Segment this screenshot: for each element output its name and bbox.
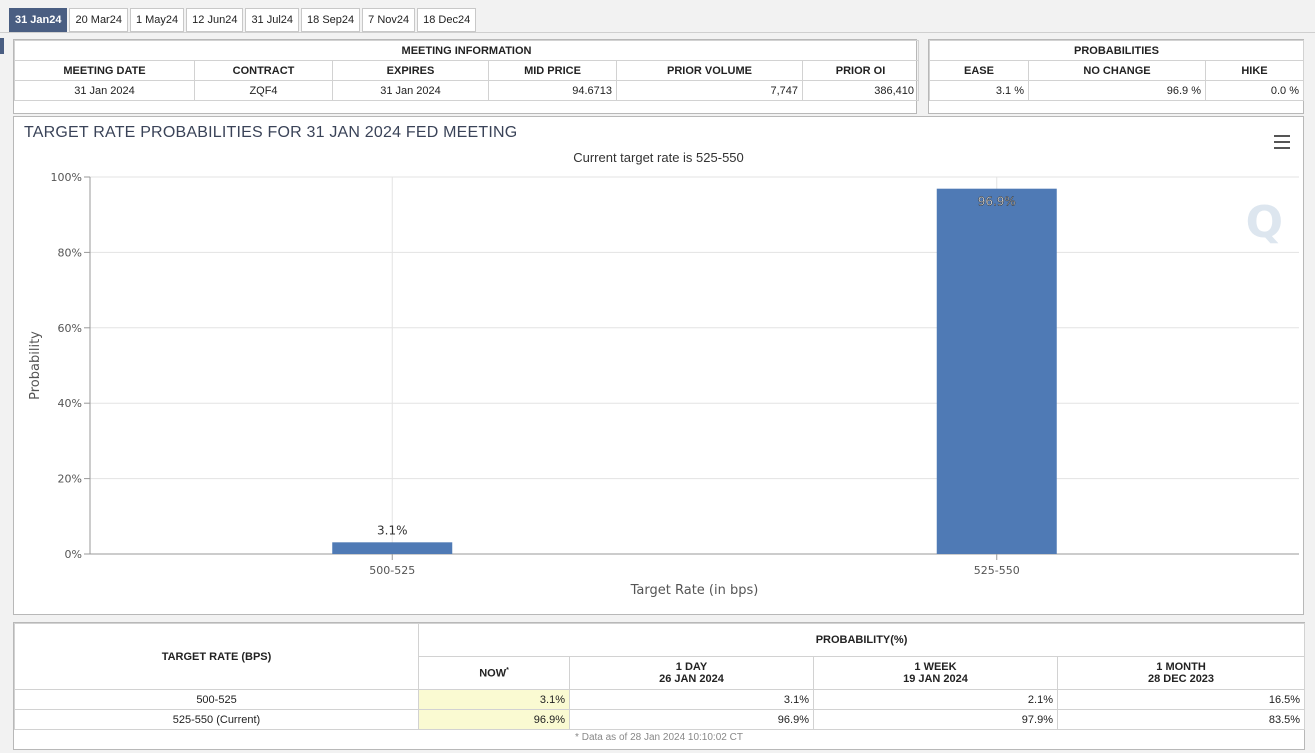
probability-history-panel: TARGET RATE (BPS) PROBABILITY(%) NOW* 1 … bbox=[13, 622, 1306, 750]
x-axis-title: Target Rate (in bps) bbox=[630, 583, 759, 598]
col-expires: EXPIRES bbox=[332, 60, 489, 81]
col-now: NOW* bbox=[418, 656, 570, 690]
tab-31-jul24[interactable]: 31 Jul24 bbox=[245, 8, 300, 32]
col-1-day: 1 DAY 26 JAN 2024 bbox=[569, 656, 814, 690]
bar bbox=[936, 188, 1057, 554]
chart-menu-icon[interactable] bbox=[1274, 135, 1290, 149]
bar bbox=[332, 542, 453, 554]
hike-value: 0.0 % bbox=[1204, 80, 1305, 101]
now-cell: 96.9% bbox=[418, 709, 570, 730]
y-tick-label: 60% bbox=[58, 322, 82, 335]
col-1-week-date: 19 JAN 2024 bbox=[903, 673, 968, 685]
col-1-month-date: 28 DEC 2023 bbox=[1148, 673, 1215, 685]
col-1-month: 1 MONTH 28 DEC 2023 bbox=[1056, 656, 1306, 690]
data-timestamp-footnote: * Data as of 28 Jan 2024 10:10:02 CT bbox=[575, 732, 743, 743]
one-month-cell: 83.5% bbox=[1056, 709, 1306, 730]
tab-20-mar24[interactable]: 20 Mar24 bbox=[69, 8, 128, 32]
probability-history-table: TARGET RATE (BPS) PROBABILITY(%) NOW* 1 … bbox=[14, 623, 1306, 730]
col-1-week-label: 1 WEEK bbox=[914, 661, 957, 673]
col-1-day-label: 1 DAY bbox=[675, 661, 708, 673]
meeting-information-title: MEETING INFORMATION bbox=[13, 40, 920, 61]
one-month-cell: 16.5% bbox=[1056, 689, 1306, 710]
tab-7-nov24[interactable]: 7 Nov24 bbox=[362, 8, 416, 32]
one-week-cell: 97.9% bbox=[813, 709, 1058, 730]
y-tick-label: 20% bbox=[58, 473, 82, 486]
chart-panel: 0% 20% 40% 60% 80% 100% 3.1% 500-525 96.9% 525-55… bbox=[13, 116, 1304, 615]
chart-subtitle: Current target rate is 525-550 bbox=[573, 150, 744, 165]
prior-oi-value: 386,410 bbox=[801, 80, 920, 101]
y-tick-label: 0% bbox=[65, 548, 82, 561]
table-row: 500-525 3.1% 3.1% 2.1% 16.5% bbox=[14, 689, 1306, 710]
watermark-logo: Q bbox=[1245, 197, 1283, 248]
probabilities-title: PROBABILITIES bbox=[928, 40, 1305, 61]
now-label: NOW bbox=[479, 667, 507, 680]
col-ease: EASE bbox=[929, 60, 1029, 81]
one-week-cell: 2.1% bbox=[813, 689, 1058, 710]
meeting-information-table: MEETING INFORMATION MEETING DATE CONTRAC… bbox=[13, 40, 920, 101]
meeting-information-panel: MEETING INFORMATION MEETING DATE CONTRAC… bbox=[13, 39, 920, 114]
col-prior-oi: PRIOR OI bbox=[801, 60, 920, 81]
data-label: 96.9% bbox=[978, 195, 1016, 209]
tab-18-dec24[interactable]: 18 Dec24 bbox=[417, 8, 477, 32]
x-tick-label: 500-525 bbox=[369, 564, 415, 577]
tab-1-may24[interactable]: 1 May24 bbox=[129, 8, 185, 32]
col-1-week: 1 WEEK 19 JAN 2024 bbox=[813, 656, 1058, 690]
col-prior-volume: PRIOR VOLUME bbox=[616, 60, 803, 81]
table-row: 525-550 (Current) 96.9% 96.9% 97.9% 83.5… bbox=[14, 709, 1306, 730]
now-marker: * bbox=[506, 666, 509, 674]
col-mid-price: MID PRICE bbox=[488, 60, 617, 81]
col-1-day-date: 26 JAN 2024 bbox=[659, 673, 724, 685]
no-change-value: 96.9 % bbox=[1028, 80, 1206, 101]
now-cell: 3.1% bbox=[418, 689, 570, 710]
mid-price-value: 94.6713 bbox=[488, 80, 617, 101]
tab-12-jun24[interactable]: 12 Jun24 bbox=[186, 8, 244, 32]
contract-value: ZQF4 bbox=[194, 80, 333, 101]
col-1-month-label: 1 MONTH bbox=[1156, 661, 1206, 673]
probability-header: PROBABILITY(%) bbox=[417, 623, 1306, 657]
chart-title: TARGET RATE PROBABILITIES FOR 31 JAN 202… bbox=[24, 124, 518, 141]
y-tick-label: 100% bbox=[51, 171, 82, 184]
left-edge-marker bbox=[0, 38, 4, 54]
rate-cell: 525-550 (Current) bbox=[14, 709, 419, 730]
expires-value: 31 Jan 2024 bbox=[332, 80, 489, 101]
x-tick-label: 525-550 bbox=[974, 564, 1020, 577]
col-contract: CONTRACT bbox=[194, 60, 333, 81]
target-rate-header: TARGET RATE (BPS) bbox=[14, 623, 419, 690]
tab-18-sep24[interactable]: 18 Sep24 bbox=[301, 8, 361, 32]
rate-cell: 500-525 bbox=[14, 689, 419, 710]
tab-bar-divider bbox=[0, 32, 1315, 33]
meeting-tabs: 31 Jan24 20 Mar24 1 May24 12 Jun24 31 Ju… bbox=[9, 8, 477, 32]
meeting-date-value: 31 Jan 2024 bbox=[14, 80, 195, 101]
table-row: 3.1 % 96.9 % 0.0 % bbox=[929, 80, 1305, 101]
probabilities-table: PROBABILITIES EASE NO CHANGE HIKE 3.1 % … bbox=[928, 40, 1305, 101]
prior-volume-value: 7,747 bbox=[616, 80, 803, 101]
col-hike: HIKE bbox=[1204, 60, 1305, 81]
tab-31-jan24[interactable]: 31 Jan24 bbox=[9, 8, 68, 32]
bar-chart: 0% 20% 40% 60% 80% 100% 3.1% 500-525 96.9% 525-55… bbox=[28, 171, 1299, 598]
y-tick-label: 80% bbox=[58, 246, 82, 259]
one-day-cell: 3.1% bbox=[569, 689, 814, 710]
one-day-cell: 96.9% bbox=[569, 709, 814, 730]
probabilities-panel: PROBABILITIES EASE NO CHANGE HIKE 3.1 % … bbox=[928, 39, 1305, 114]
ease-value: 3.1 % bbox=[929, 80, 1029, 101]
col-meeting-date: MEETING DATE bbox=[14, 60, 195, 81]
data-label: 3.1% bbox=[377, 523, 408, 537]
y-axis-title: Probability bbox=[28, 331, 43, 400]
col-no-change: NO CHANGE bbox=[1028, 60, 1206, 81]
table-row: 31 Jan 2024 ZQF4 31 Jan 2024 94.6713 7,7… bbox=[14, 80, 920, 101]
y-tick-label: 40% bbox=[58, 397, 82, 410]
